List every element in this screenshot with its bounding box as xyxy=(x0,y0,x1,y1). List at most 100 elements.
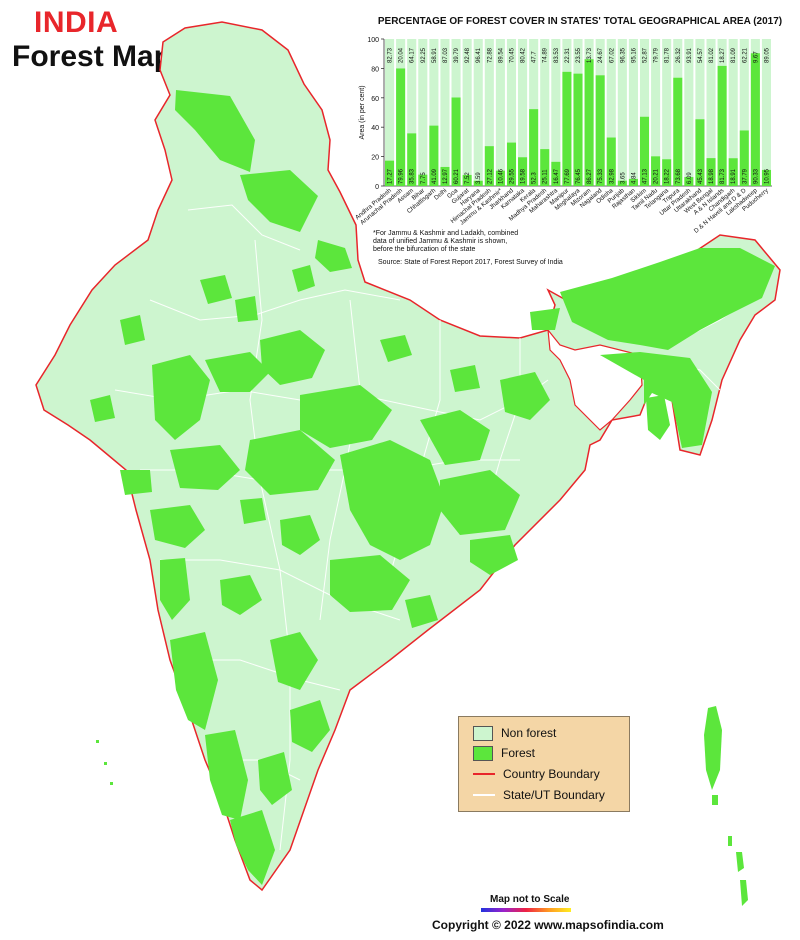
chart-data-label-non-forest: 20.04 xyxy=(399,47,405,63)
chart-bar-forest xyxy=(739,130,749,186)
chart-bar-non-forest xyxy=(407,39,417,134)
chart-data-label-forest: 86.27 xyxy=(587,168,593,184)
chart-data-label-non-forest: 72.88 xyxy=(487,47,493,63)
chart-y-tick-label: 20 xyxy=(371,155,379,162)
chart-bar-forest xyxy=(573,73,583,186)
chart-data-label-forest: 47.13 xyxy=(643,168,649,184)
chart-bar-forest xyxy=(429,125,439,186)
chart-bar-forest xyxy=(695,119,705,186)
chart-bar-non-forest xyxy=(750,39,760,54)
chart-bar-non-forest xyxy=(651,39,661,157)
chart-bar-non-forest xyxy=(518,39,528,158)
chart-bar-forest xyxy=(750,53,760,186)
chart-source: Source: State of Forest Report 2017, For… xyxy=(378,259,563,266)
map-subtitle: Forest Map xyxy=(12,40,173,73)
chart-bar-forest xyxy=(384,160,395,186)
legend-label-non-forest: Non forest xyxy=(501,726,557,740)
chart-bar-non-forest xyxy=(739,39,749,131)
chart-bar-non-forest xyxy=(506,39,517,143)
chart-bar-forest xyxy=(684,177,694,186)
chart-data-label-forest: 45.43 xyxy=(698,168,704,184)
chart-data-label-non-forest: 83.53 xyxy=(554,47,560,63)
chart-bar-non-forest xyxy=(384,39,395,161)
chart-data-label-forest: 6.09 xyxy=(687,172,693,184)
chart-data-label-non-forest: 93.91 xyxy=(687,47,693,63)
chart-bar-non-forest xyxy=(562,39,572,72)
chart-data-label-non-forest: 87.03 xyxy=(443,47,449,63)
legend-label-state-boundary: State/UT Boundary xyxy=(503,788,605,802)
chart-data-label-forest: 35.83 xyxy=(410,168,416,184)
chart-data-label-non-forest: 79.79 xyxy=(654,47,660,63)
chart-data-label-forest: 3.59 xyxy=(476,172,482,184)
map-title: INDIA xyxy=(34,6,119,39)
chart-data-label-non-forest: 13.73 xyxy=(587,47,593,63)
chart-data-label-non-forest: 22.31 xyxy=(565,47,571,63)
chart-bar-forest xyxy=(662,159,672,186)
chart-data-label-non-forest: 64.17 xyxy=(410,47,416,63)
chart-bar-non-forest xyxy=(418,39,428,175)
chart-data-label-non-forest: 9.67 xyxy=(753,51,759,63)
chart-data-label-forest: 17.27 xyxy=(388,168,394,184)
lakshadweep-islands xyxy=(96,740,113,785)
legend-line-state-boundary xyxy=(473,794,495,796)
legend-item-state-boundary: State/UT Boundary xyxy=(473,787,605,803)
chart-data-label-non-forest: 92.25 xyxy=(421,47,427,63)
chart-bar-non-forest xyxy=(551,39,561,162)
chart-bar-forest xyxy=(418,174,428,186)
chart-data-label-forest: 37.79 xyxy=(742,168,748,184)
chart-bar-forest xyxy=(761,169,772,186)
chart-data-label-non-forest: 74.89 xyxy=(543,47,549,63)
chart-bar-forest xyxy=(617,180,627,186)
chart-bar-non-forest xyxy=(451,39,461,98)
chart-data-label-non-forest: 70.45 xyxy=(509,47,515,63)
chart-data-label-forest: 7.75 xyxy=(421,172,427,184)
chart-bar-non-forest xyxy=(540,39,550,150)
chart-note: *For Jammu & Kashmir and Ladakh, combine… xyxy=(373,230,543,254)
chart-bar-forest xyxy=(462,174,472,186)
chart-data-label-non-forest: 96.41 xyxy=(476,47,482,63)
chart-bar-forest xyxy=(728,158,738,186)
chart-bar-forest xyxy=(606,137,616,186)
chart-bar-non-forest xyxy=(473,39,483,181)
scale-bar xyxy=(481,908,571,912)
chart-bar-forest xyxy=(451,97,461,186)
chart-bar-non-forest xyxy=(639,39,650,117)
legend-item-country-boundary: Country Boundary xyxy=(473,766,600,782)
chart-bar-non-forest xyxy=(440,39,450,167)
chart-data-label-non-forest: 39.79 xyxy=(454,47,460,63)
chart-data-label-non-forest: 62.21 xyxy=(742,47,748,63)
chart-title: PERCENTAGE OF FOREST COVER IN STATES' TO… xyxy=(377,16,783,27)
chart-data-label-forest: 29.55 xyxy=(509,168,515,184)
scale-note: Map not to Scale xyxy=(490,894,570,905)
chart-data-label-non-forest: 81.78 xyxy=(665,47,671,63)
chart-data-label-forest: 10.46 xyxy=(498,168,504,184)
chart-y-tick-label: 60 xyxy=(371,96,379,103)
chart-data-label-non-forest: 89.54 xyxy=(498,47,504,63)
chart-bar-non-forest xyxy=(484,39,494,147)
chart-bar-forest xyxy=(717,65,727,186)
chart-bar-non-forest xyxy=(717,39,727,66)
chart-bar-forest xyxy=(529,109,539,186)
chart-data-label-forest: 18.22 xyxy=(665,168,671,184)
chart-data-label-forest: 19.58 xyxy=(521,168,527,184)
chart-bar-non-forest xyxy=(606,39,616,138)
chart-bar-non-forest xyxy=(462,39,472,175)
chart-note-line-2: data of unified Jammu & Kashmir is shown… xyxy=(373,238,508,245)
chart-bar-forest xyxy=(651,156,661,186)
forest-cover xyxy=(90,90,775,885)
chart-data-label-forest: 12.97 xyxy=(443,168,449,184)
chart-bar-non-forest xyxy=(761,39,772,170)
legend-swatch-non-forest xyxy=(473,725,493,741)
chart-data-label-non-forest: 95.16 xyxy=(631,47,637,63)
chart-bar-non-forest xyxy=(673,39,683,78)
chart-data-label-non-forest: 26.32 xyxy=(676,47,682,63)
chart-data-label-forest: 41.09 xyxy=(432,168,438,184)
chart-data-label-forest: 81.73 xyxy=(720,168,726,184)
chart-data-label-forest: 7.52 xyxy=(465,172,471,184)
legend-swatch-forest xyxy=(473,745,493,761)
chart-data-label-forest: 60.21 xyxy=(454,168,460,184)
chart-bar-forest xyxy=(706,158,716,186)
legend-item-forest: Forest xyxy=(473,745,535,761)
chart-bar-forest xyxy=(639,116,650,186)
